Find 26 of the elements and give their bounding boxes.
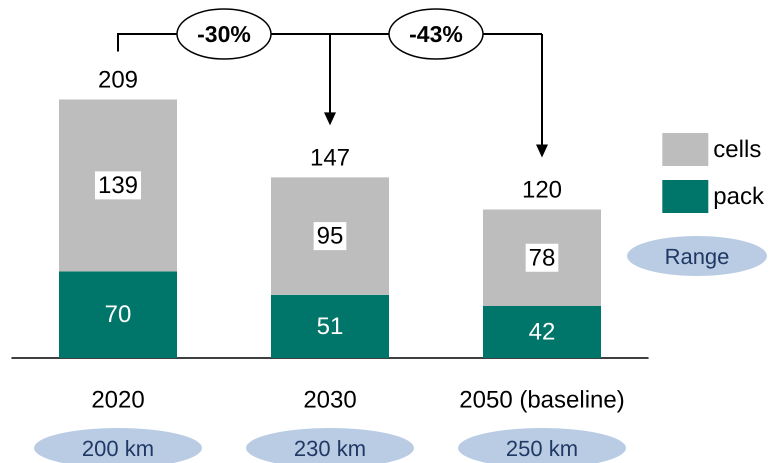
bar bbox=[483, 306, 601, 358]
total-label: 120 bbox=[522, 176, 562, 204]
legend-label: pack bbox=[713, 183, 765, 210]
data-label: 51 bbox=[316, 312, 344, 340]
bar bbox=[59, 271, 177, 358]
data-label: 42 bbox=[528, 318, 556, 346]
total-label: 209 bbox=[98, 66, 138, 94]
x-tick-label: 2030 bbox=[303, 386, 357, 414]
text: 250 km bbox=[506, 436, 578, 461]
text: -43% bbox=[409, 21, 463, 47]
x-tick-label: 2050 (baseline) bbox=[459, 386, 625, 414]
bar bbox=[271, 294, 389, 358]
bar bbox=[59, 99, 177, 272]
legend-label: cells bbox=[713, 136, 762, 163]
data-label: 95 bbox=[316, 222, 344, 250]
total-label: 147 bbox=[310, 144, 350, 172]
bar bbox=[483, 210, 601, 306]
text: 200 km bbox=[82, 436, 154, 461]
data-label: 70 bbox=[104, 301, 132, 328]
text: Range bbox=[664, 244, 730, 269]
x-tick-label: 2020 bbox=[91, 386, 145, 414]
data-label: 78 bbox=[528, 244, 556, 272]
data-label: 139 bbox=[98, 172, 138, 199]
bar bbox=[271, 177, 389, 295]
text: 230 km bbox=[294, 436, 366, 461]
text: -30% bbox=[197, 21, 251, 47]
